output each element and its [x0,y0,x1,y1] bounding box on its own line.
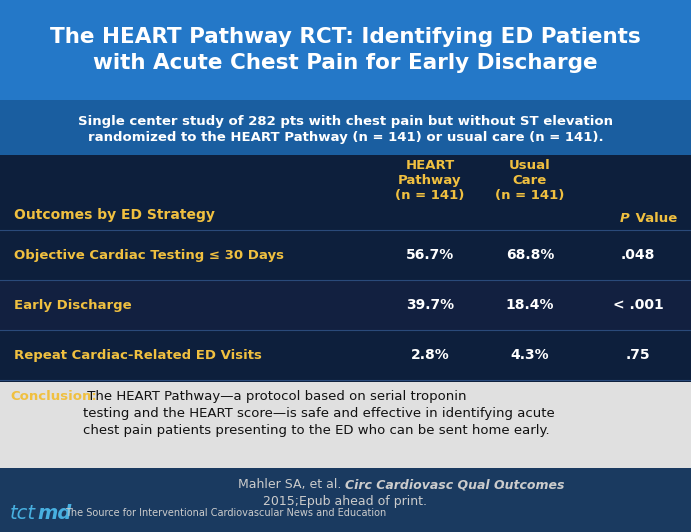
Text: The HEART Pathway RCT: Identifying ED Patients
with Acute Chest Pain for Early D: The HEART Pathway RCT: Identifying ED Pa… [50,27,641,73]
Text: Mahler SA, et al.: Mahler SA, et al. [238,478,346,491]
Text: 4.3%: 4.3% [511,348,549,362]
Text: tct: tct [10,504,36,523]
Bar [0,230,691,280]
Text: Usual
Care
(n = 141): Usual Care (n = 141) [495,159,565,202]
Bar [0,495,691,532]
Bar [0,0,691,100]
Text: .048: .048 [621,248,655,262]
Bar [0,330,691,380]
Text: Value: Value [631,212,677,225]
Text: Single center study of 282 pts with chest pain but without ST elevation
randomiz: Single center study of 282 pts with ches… [78,114,613,145]
Text: P: P [620,212,630,225]
Text: Objective Cardiac Testing ≤ 30 Days: Objective Cardiac Testing ≤ 30 Days [14,248,284,262]
Bar [0,382,691,468]
Text: md: md [37,504,71,523]
Text: 2.8%: 2.8% [410,348,449,362]
Text: < .001: < .001 [613,298,663,312]
Text: 68.8%: 68.8% [506,248,554,262]
Text: The Source for Interventional Cardiovascular News and Education: The Source for Interventional Cardiovasc… [65,509,386,519]
Bar [0,468,691,495]
Text: Early Discharge: Early Discharge [14,298,131,312]
Text: Circ Cardiovasc Qual Outcomes: Circ Cardiovasc Qual Outcomes [346,478,565,491]
Text: Conclusion:: Conclusion: [10,390,97,403]
Text: 56.7%: 56.7% [406,248,454,262]
Text: Repeat Cardiac-Related ED Visits: Repeat Cardiac-Related ED Visits [14,348,262,362]
Text: .: . [500,478,504,491]
Text: Outcomes by ED Strategy: Outcomes by ED Strategy [14,208,215,222]
Text: 18.4%: 18.4% [506,298,554,312]
Bar [0,280,691,330]
Text: HEART
Pathway
(n = 141): HEART Pathway (n = 141) [395,159,464,202]
Text: 2015;Epub ahead of print.: 2015;Epub ahead of print. [263,495,428,508]
Text: 39.7%: 39.7% [406,298,454,312]
Bar [0,155,691,382]
Bar [0,100,691,155]
Text: The HEART Pathway—a protocol based on serial troponin
testing and the HEART scor: The HEART Pathway—a protocol based on se… [83,390,555,437]
Text: .75: .75 [625,348,650,362]
